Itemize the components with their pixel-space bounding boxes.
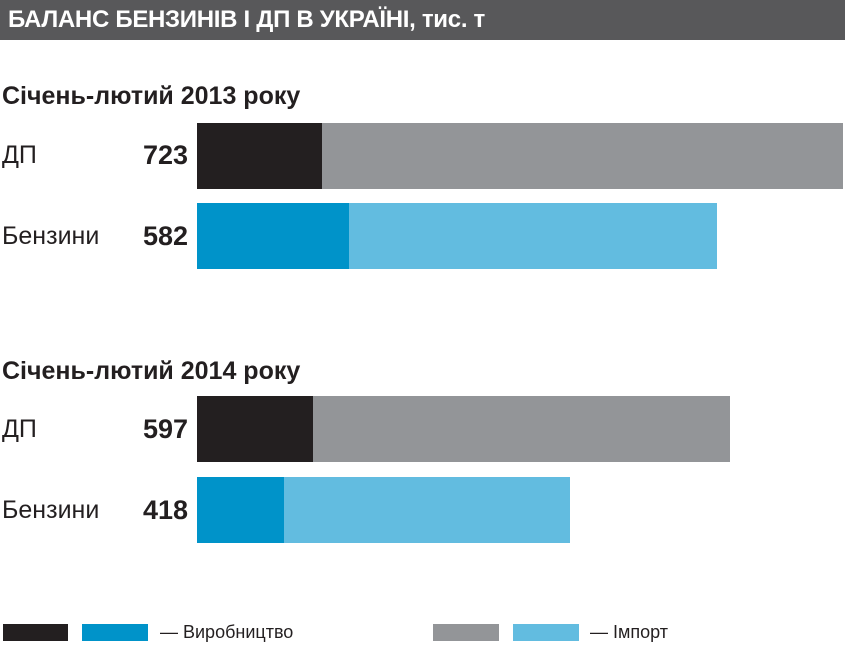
row-total: 597	[142, 414, 188, 444]
bar-dp-2014	[197, 396, 731, 462]
legend-production-label: — Виробництво	[160, 622, 294, 642]
bar-segment-import	[313, 396, 731, 462]
row-label: ДП	[2, 415, 37, 443]
bar-segment-production	[197, 396, 314, 462]
group-title-2013: Січень-лютий 2013 року	[2, 82, 301, 110]
row-label: Бензини	[2, 222, 100, 250]
legend-import-label: — Імпорт	[590, 622, 668, 642]
bar-dp-2013	[197, 123, 843, 189]
row-label: Бензини	[2, 496, 100, 524]
bar-segment-production	[197, 203, 349, 269]
legend-swatch-benz-production	[82, 624, 148, 641]
bar-segment-production	[197, 477, 284, 543]
group-title-2014: Січень-лютий 2014 року	[2, 357, 301, 385]
legend-swatch-dp-production	[3, 624, 68, 641]
legend-swatch-dp-import	[433, 624, 499, 641]
bar-benzyny-2013	[197, 203, 717, 269]
bar-segment-import	[283, 477, 571, 543]
bar-segment-production	[197, 123, 323, 189]
row-total: 418	[142, 495, 188, 525]
row-total: 723	[142, 140, 188, 170]
row-label: ДП	[2, 141, 37, 169]
bar-benzyny-2014	[197, 477, 571, 543]
bar-segment-import	[348, 203, 717, 269]
chart-title: БАЛАНС БЕНЗИНІВ І ДП В УКРАЇНІ, тис. т	[0, 0, 845, 40]
bar-segment-import	[322, 123, 843, 189]
legend-swatch-benz-import	[513, 624, 579, 641]
row-total: 582	[142, 221, 188, 251]
